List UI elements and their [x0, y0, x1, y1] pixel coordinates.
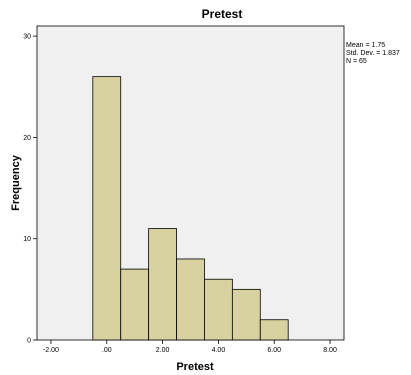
x-tick-label: 6.00: [267, 347, 281, 354]
stat-std-dev: Std. Dev. = 1.837: [346, 50, 400, 57]
x-tick-label: 2.00: [156, 347, 170, 354]
x-axis-ticks: -2.00 .00 2.00 4.00 6.00 8.00: [43, 340, 337, 354]
histogram-bar-6: [259, 319, 289, 341]
y-tick-label: 10: [23, 236, 31, 243]
stat-mean: Mean = 1.75: [346, 42, 385, 49]
x-tick-label: 4.00: [212, 347, 226, 354]
x-axis-title: Pretest: [176, 361, 214, 373]
y-tick-label: 0: [27, 338, 31, 345]
x-tick-label: 8.00: [323, 347, 337, 354]
histogram-bar-0: [92, 76, 122, 341]
x-tick-label: .00: [102, 347, 112, 354]
y-tick-label: 20: [23, 135, 31, 142]
bars-group: [92, 76, 289, 341]
y-axis-ticks: 0 10 20 30: [23, 34, 37, 345]
y-tick-label: 30: [23, 34, 31, 41]
histogram-bar-5: [231, 288, 261, 341]
chart-title: Pretest: [202, 7, 243, 21]
y-axis-title: Frequency: [10, 154, 22, 211]
histogram-bar-2: [148, 228, 177, 341]
histogram-bar-3: [176, 258, 205, 341]
x-tick-label: -2.00: [43, 347, 59, 354]
histogram-bar-1: [120, 268, 150, 341]
stat-n: N = 65: [346, 58, 367, 65]
statistics-box: Mean = 1.75 Std. Dev. = 1.837 N = 65: [346, 42, 400, 65]
histogram-bar-4: [204, 278, 233, 341]
